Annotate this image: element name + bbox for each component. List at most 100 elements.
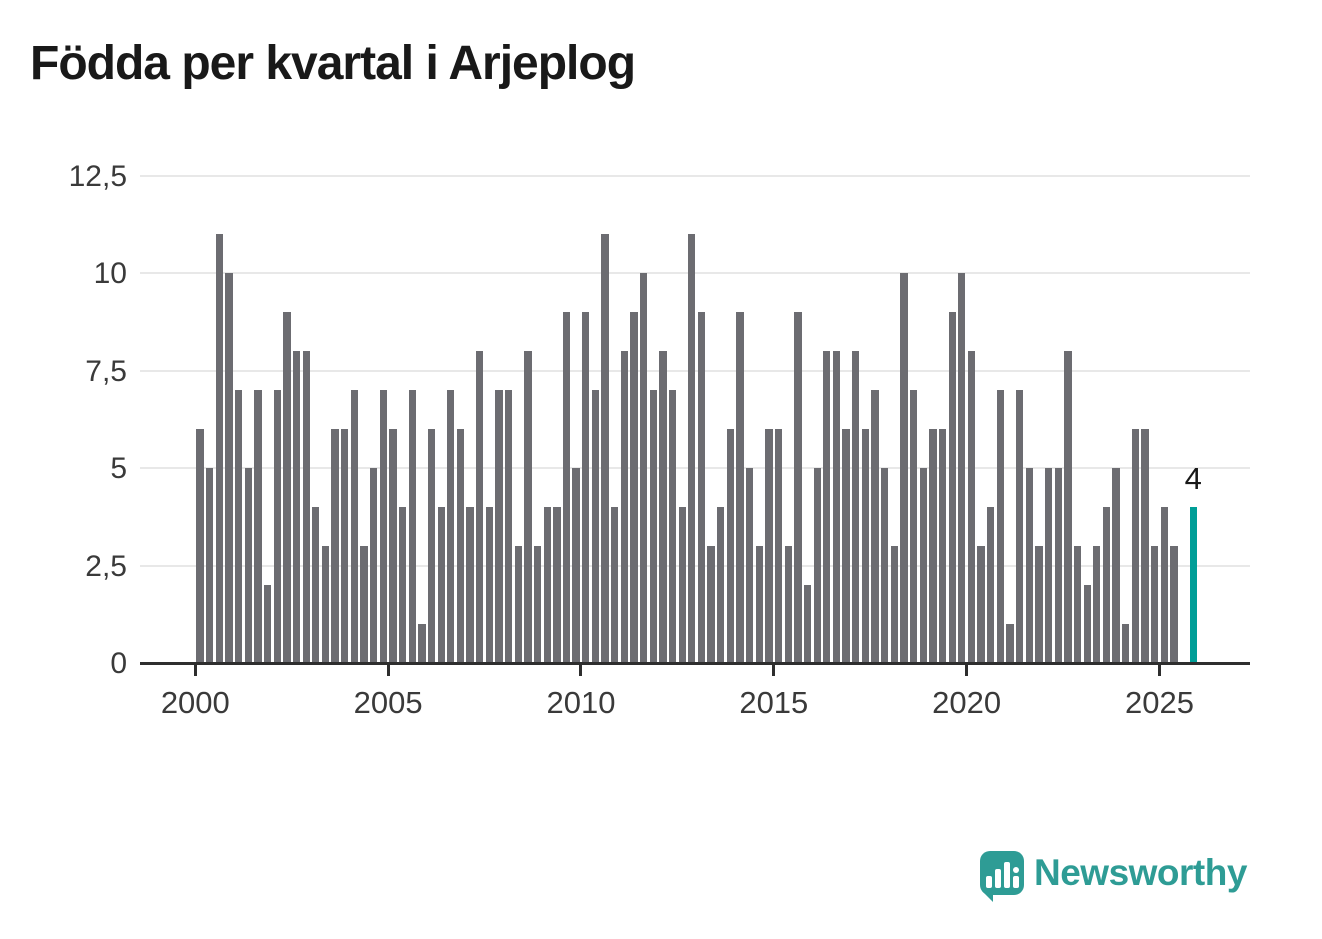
bar: [649, 390, 657, 663]
y-tick-label: 5: [110, 452, 127, 486]
chart-title: Födda per kvartal i Arjeplog: [30, 37, 636, 90]
x-axis-line: [140, 662, 1250, 665]
x-tick-label: 2025: [1125, 685, 1194, 720]
bar: [533, 546, 542, 663]
bar: [784, 546, 792, 663]
bar: [659, 351, 667, 663]
bar: [996, 390, 1005, 663]
logo-bar-mid: [994, 869, 1001, 888]
bar: [726, 429, 735, 663]
x-tick: [772, 663, 776, 676]
bar: [1102, 507, 1111, 663]
bar: [852, 351, 860, 663]
bar: [206, 468, 214, 663]
bar: [1141, 429, 1149, 663]
bar: [842, 429, 850, 663]
bar: [273, 390, 281, 663]
y-tick-label: 10: [93, 257, 127, 291]
bar: [341, 429, 349, 663]
newsworthy-bars-icon: [980, 851, 1024, 902]
bar: [736, 312, 744, 663]
bar: [514, 546, 522, 663]
bar: [456, 429, 465, 663]
logo-dot: [1012, 867, 1019, 873]
bar: [389, 429, 397, 663]
logo-exclamation: [1012, 867, 1019, 888]
bar: [813, 468, 821, 663]
bar: [504, 390, 513, 663]
x-tick: [965, 663, 969, 676]
bar: [360, 546, 368, 663]
bar: [707, 546, 715, 663]
bar: [803, 585, 812, 663]
x-tick-label: 2015: [739, 685, 809, 720]
bar: [871, 390, 879, 663]
bar: [263, 585, 272, 663]
bar: [572, 468, 580, 663]
bar: [379, 390, 387, 663]
bar: [678, 507, 686, 663]
bar: [215, 234, 224, 663]
bar: [1083, 585, 1091, 663]
bar: [1044, 468, 1053, 663]
x-tick: [193, 663, 197, 676]
bar: [611, 507, 619, 663]
bar: [881, 468, 889, 663]
bar: [485, 507, 494, 663]
bar: [370, 468, 378, 663]
bar: [958, 273, 966, 663]
bar: [639, 273, 648, 663]
bar: [292, 351, 301, 663]
bar: [244, 468, 252, 663]
bar: [312, 507, 320, 663]
y-tick-label: 12,5: [68, 160, 127, 193]
bar: [697, 312, 706, 663]
bar: [1016, 390, 1024, 663]
bar: [1093, 546, 1101, 663]
bar: [1151, 546, 1159, 663]
bar: [620, 351, 628, 663]
x-tick-label: 2005: [353, 685, 423, 720]
bar: [1160, 507, 1168, 663]
bar: [1122, 624, 1130, 663]
bar: [225, 273, 233, 663]
logo-bar-short: [985, 876, 992, 888]
bar: [688, 234, 696, 663]
bar: [755, 546, 763, 663]
bar: [900, 273, 908, 663]
bar: [447, 390, 455, 663]
x-tick-label: 2020: [932, 685, 1002, 720]
bar: [1170, 546, 1178, 663]
bar: [890, 546, 898, 663]
bar: [591, 390, 600, 663]
bar: [601, 234, 609, 663]
bar: [350, 390, 359, 663]
bar: [938, 429, 947, 663]
bar: [717, 507, 725, 663]
y-tick-label: 7,5: [85, 354, 127, 388]
bar: [543, 507, 551, 663]
bar: [765, 429, 773, 663]
bar: [1131, 429, 1140, 663]
bar: [196, 429, 204, 663]
bar: [823, 351, 831, 663]
highlight-value-label: 4: [1184, 461, 1202, 497]
bar: [1054, 468, 1062, 663]
bar: [495, 390, 503, 663]
highlight-bar: [1189, 507, 1197, 663]
bar: [321, 546, 330, 663]
bar: [427, 429, 436, 663]
logo-excl-stem: [1012, 876, 1019, 888]
bar: [408, 390, 416, 663]
bar: [1035, 546, 1043, 663]
bar: [254, 390, 262, 663]
x-tick-label: 2000: [160, 685, 230, 720]
newsworthy-logo: Newsworthy: [980, 851, 1247, 902]
x-tick: [386, 663, 390, 676]
gridline: [140, 175, 1250, 177]
bar: [524, 351, 532, 663]
bar: [582, 312, 590, 663]
bar: [861, 429, 870, 663]
bar: [476, 351, 484, 663]
